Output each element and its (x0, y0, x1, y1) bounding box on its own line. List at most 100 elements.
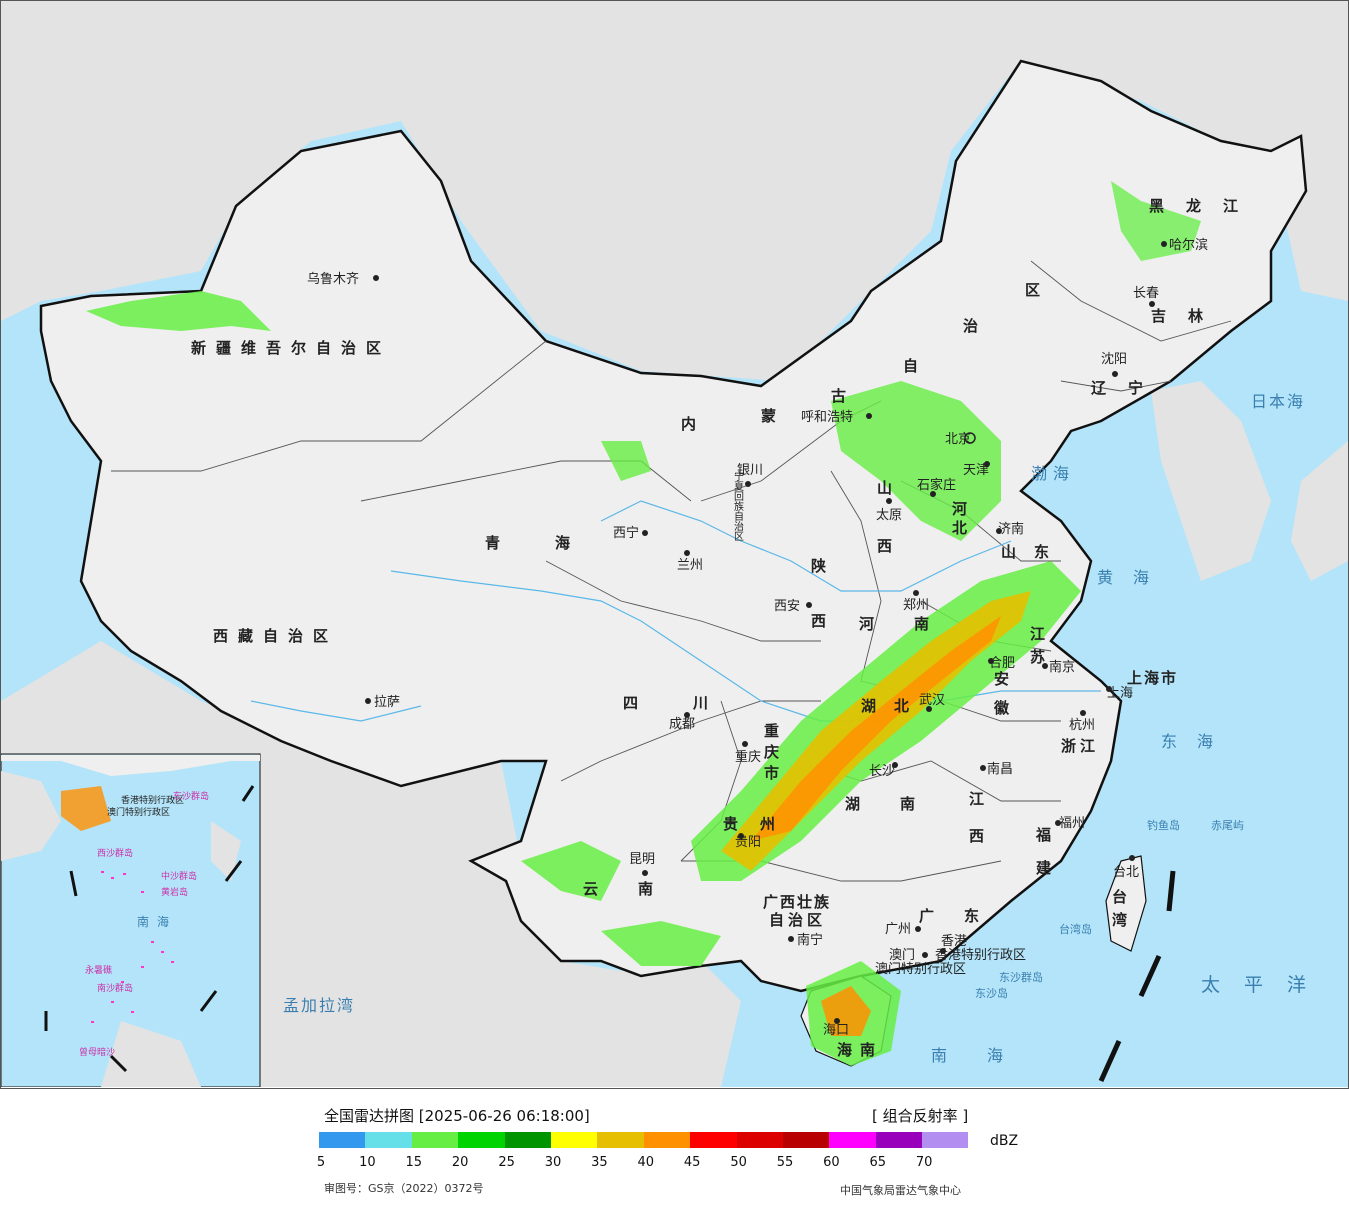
dash-line-segments (1098, 870, 1176, 1083)
label-liaoning: 辽宁 (1091, 379, 1165, 397)
city-dot (913, 590, 919, 596)
label-jilin: 吉林 (1151, 307, 1225, 325)
label-nmg-4: 自 (903, 357, 928, 375)
city-dot (886, 498, 892, 504)
foreign-land-japan (1291, 441, 1348, 581)
scale-swatch (875, 1132, 923, 1148)
approval-number: 审图号：GS京（2022）0372号 (324, 1182, 484, 1195)
scale-tick-label: 50 (730, 1155, 747, 1170)
inset-hk: 香港特别行政区 (121, 794, 184, 806)
scale-swatch (411, 1132, 459, 1148)
label-hebei: 河北 (950, 500, 968, 539)
city-dot (365, 698, 371, 704)
label-shanxi-2: 西 (877, 537, 902, 555)
scale-swatch (365, 1132, 412, 1148)
city-dot (1042, 663, 1048, 669)
label-guangdong: 广东 (919, 907, 1009, 925)
city-harbin: 哈尔滨 (1169, 237, 1208, 253)
city-yinchuan: 银川 (737, 463, 763, 478)
city-dot (834, 1018, 840, 1024)
inset-zengmu: 曾母暗沙 (79, 1046, 115, 1058)
sea-east: 东海 (1161, 732, 1233, 751)
city-dot (788, 936, 794, 942)
label-dongsha-islands: 东沙群岛 (999, 970, 1043, 984)
scale-tick-label: 10 (359, 1155, 376, 1170)
city-guiyang: 贵阳 (735, 835, 761, 850)
city-dot (1149, 301, 1155, 307)
city-dot (996, 528, 1002, 534)
city-dot (980, 765, 986, 771)
scale-tick-label: 5 (316, 1155, 326, 1170)
inset-huangyan: 黄岩岛 (161, 886, 188, 898)
capital-star (964, 432, 976, 444)
inset-echo (61, 786, 111, 831)
city-dot (684, 712, 690, 718)
inset-land (1, 755, 260, 776)
city-wuhan: 武汉 (919, 693, 945, 708)
city-guangzhou: 广州 (885, 922, 911, 937)
sea-bohai: 渤海 (1031, 464, 1075, 483)
city-lhasa: 拉萨 (374, 695, 400, 710)
label-nmg-3: 古 (831, 387, 856, 405)
sea-yellow: 黄海 (1097, 568, 1169, 587)
inset-south-sea: 南海 (137, 914, 177, 929)
scale-swatch (504, 1132, 551, 1148)
echo-hainan-core (821, 986, 871, 1036)
label-nmg-5: 治 (963, 317, 988, 335)
city-shijiazhuang: 石家庄 (917, 477, 956, 493)
city-xian: 西安 (774, 599, 800, 614)
scale-swatch (597, 1132, 644, 1148)
scale-swatch (922, 1132, 969, 1148)
city-hefei: 合肥 (989, 656, 1015, 671)
label-chiwei: 赤尾屿 (1211, 819, 1244, 832)
echo-yunnan (521, 841, 621, 901)
city-dot (738, 833, 744, 839)
scale-tick-label: 40 (637, 1155, 655, 1170)
echo-yunnan-south (601, 921, 721, 966)
label-chongqing: 重庆市 (762, 722, 780, 786)
city-zhengzhou: 郑州 (903, 598, 929, 613)
sea-south: 南海 (931, 1046, 1043, 1065)
city-taipei: 台北 (1113, 865, 1139, 880)
city-dot (930, 491, 936, 497)
inset-land-ph (211, 821, 241, 881)
city-dot (684, 550, 690, 556)
label-macau: 澳门特别行政区 (875, 961, 966, 977)
label-nmg-2: 蒙 (761, 407, 786, 425)
label-jiangsu: 江苏 (1028, 625, 1046, 672)
city-dot (642, 870, 648, 876)
label-taiwan: 台湾 (1110, 888, 1128, 935)
legend-panel: 全国雷达拼图 [2025-06-26 06:18:00] [ 组合反射率 ] d… (0, 1088, 1349, 1209)
sea-bengal: 孟加拉湾 (283, 996, 355, 1015)
scale-tick-label: 25 (498, 1155, 515, 1170)
scale-swatch (550, 1132, 598, 1148)
city-nanjing: 南京 (1049, 659, 1075, 675)
south-china-sea-inset: 香港特别行政区 澳门特别行政区 东沙群岛 西沙群岛 中沙群岛 黄岩岛 南海 南沙… (1, 753, 261, 1087)
city-taiyuan: 太原 (876, 508, 902, 523)
label-qinghai: 青海 (485, 534, 625, 552)
scale-swatch (690, 1132, 737, 1148)
label-zhejiang: 浙江 (1061, 737, 1099, 755)
scale-swatch (829, 1132, 876, 1148)
scale-swatch (782, 1132, 830, 1148)
city-dot (1129, 855, 1135, 861)
radar-echoes (86, 181, 1201, 1066)
label-anhui: 安徽 (992, 670, 1010, 729)
city-dot (1106, 686, 1112, 692)
label-dongsha-island: 东沙岛 (975, 986, 1008, 1000)
foreign-land-north (1, 1, 1348, 381)
city-nanchang: 南昌 (987, 761, 1013, 777)
rivers (250, 500, 1101, 722)
scale-swatch (319, 1132, 366, 1148)
label-heilongjiang: 黑龙江 (1149, 197, 1260, 215)
legend-title: 全国雷达拼图 [2025-06-26 06:18:00] (324, 1107, 590, 1125)
inset-nansha: 南沙群岛 (97, 982, 133, 994)
city-dot (806, 602, 812, 608)
city-kunming: 昆明 (629, 852, 655, 867)
inset-dongsha: 东沙群岛 (173, 790, 209, 802)
source-credit: 中国气象局雷达气象中心 (840, 1184, 961, 1197)
label-nmg-1: 内 (681, 415, 706, 433)
city-dot (373, 275, 379, 281)
label-taiwan-island: 台湾岛 (1059, 922, 1092, 936)
city-dot (984, 461, 990, 467)
